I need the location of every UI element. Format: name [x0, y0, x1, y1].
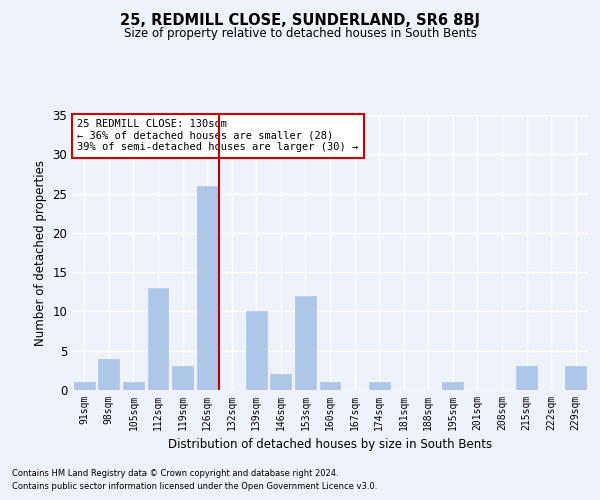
- Bar: [516, 366, 537, 390]
- Bar: [271, 374, 292, 390]
- Bar: [148, 288, 169, 390]
- Bar: [123, 382, 144, 390]
- Text: 25, REDMILL CLOSE, SUNDERLAND, SR6 8BJ: 25, REDMILL CLOSE, SUNDERLAND, SR6 8BJ: [120, 12, 480, 28]
- Text: Size of property relative to detached houses in South Bents: Size of property relative to detached ho…: [124, 28, 476, 40]
- Bar: [246, 312, 267, 390]
- Text: Contains HM Land Registry data © Crown copyright and database right 2024.: Contains HM Land Registry data © Crown c…: [12, 468, 338, 477]
- Bar: [295, 296, 316, 390]
- Bar: [442, 382, 463, 390]
- Bar: [74, 382, 95, 390]
- Bar: [197, 186, 218, 390]
- Bar: [320, 382, 340, 390]
- X-axis label: Distribution of detached houses by size in South Bents: Distribution of detached houses by size …: [168, 438, 492, 452]
- Text: 25 REDMILL CLOSE: 130sqm
← 36% of detached houses are smaller (28)
39% of semi-d: 25 REDMILL CLOSE: 130sqm ← 36% of detach…: [77, 119, 358, 152]
- Text: Contains public sector information licensed under the Open Government Licence v3: Contains public sector information licen…: [12, 482, 377, 491]
- Bar: [172, 366, 193, 390]
- Bar: [98, 358, 119, 390]
- Y-axis label: Number of detached properties: Number of detached properties: [34, 160, 47, 346]
- Bar: [368, 382, 389, 390]
- Bar: [565, 366, 586, 390]
